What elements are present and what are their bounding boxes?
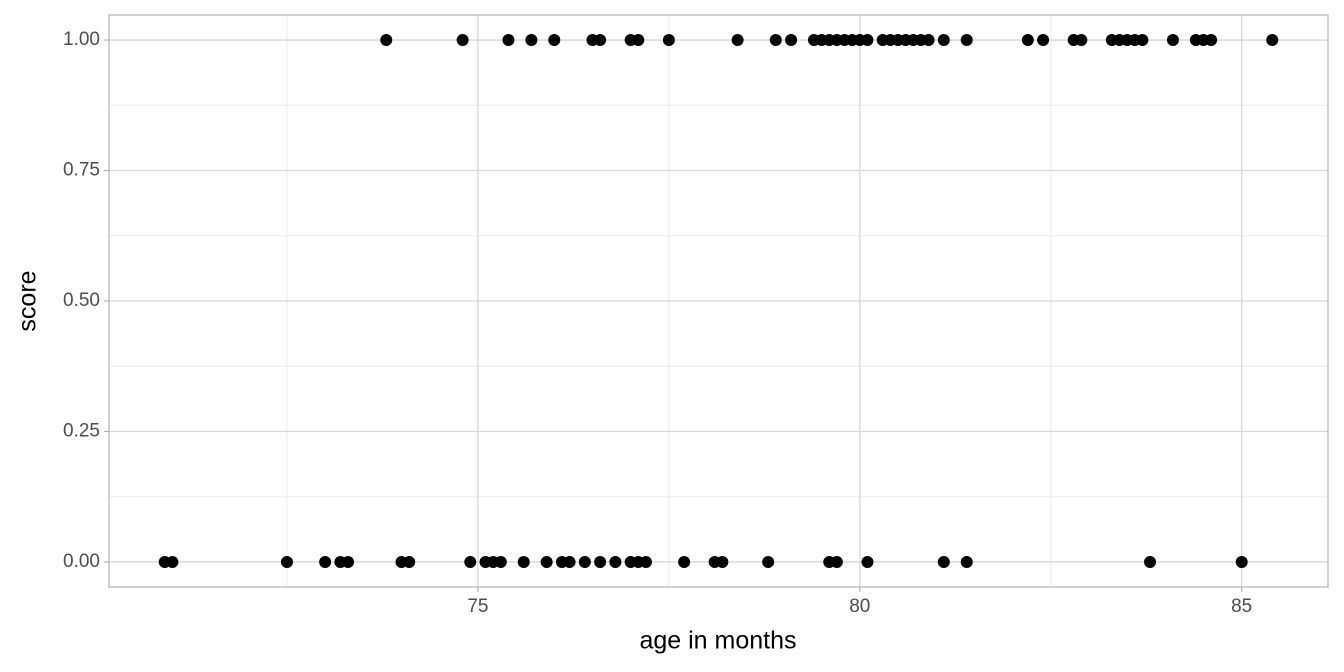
y-tick-label: 1.00: [63, 29, 100, 50]
point: [166, 555, 179, 568]
point: [922, 34, 935, 47]
point: [502, 34, 515, 47]
point: [342, 555, 355, 568]
point: [319, 555, 332, 568]
point: [548, 34, 561, 47]
point: [830, 555, 843, 568]
point: [1144, 555, 1157, 568]
point-layer: [158, 34, 1279, 568]
point: [456, 34, 469, 47]
point: [960, 34, 973, 47]
point: [662, 34, 675, 47]
point: [403, 555, 416, 568]
point: [731, 34, 744, 47]
point: [578, 555, 591, 568]
point: [594, 555, 607, 568]
point: [563, 555, 576, 568]
grid-layer: [109, 15, 1328, 587]
point: [494, 555, 507, 568]
point: [639, 555, 652, 568]
point: [1166, 34, 1179, 47]
point: [716, 555, 729, 568]
point: [380, 34, 393, 47]
x-tick-label: 85: [1231, 596, 1252, 617]
point: [594, 34, 607, 47]
point: [632, 34, 645, 47]
point: [609, 555, 622, 568]
point: [1075, 34, 1088, 47]
y-tick-label: 0.25: [63, 420, 100, 441]
point: [280, 555, 293, 568]
y-tick-label: 0.00: [63, 551, 100, 572]
y-tick-label: 0.75: [63, 160, 100, 181]
x-tick-label: 80: [849, 596, 870, 617]
x-axis-title: age in months: [639, 627, 796, 655]
point: [678, 555, 691, 568]
y-axis-title: score: [14, 270, 42, 331]
point: [937, 555, 950, 568]
y-tick-label: 0.50: [63, 290, 100, 311]
point: [1235, 555, 1248, 568]
point: [762, 555, 775, 568]
point: [861, 34, 874, 47]
point: [540, 555, 553, 568]
point: [769, 34, 782, 47]
point: [960, 555, 973, 568]
point: [785, 34, 798, 47]
point: [1037, 34, 1050, 47]
point: [1021, 34, 1034, 47]
point: [1205, 34, 1218, 47]
point: [464, 555, 477, 568]
point: [517, 555, 530, 568]
point: [937, 34, 950, 47]
point: [861, 555, 874, 568]
point: [1266, 34, 1279, 47]
point: [1136, 34, 1149, 47]
x-tick-label: 75: [467, 596, 488, 617]
point: [525, 34, 538, 47]
